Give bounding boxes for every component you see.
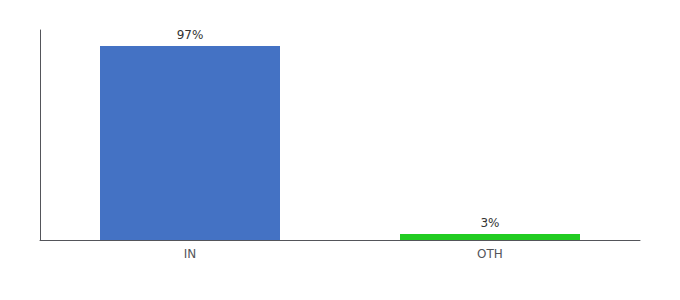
svg-text:IN: IN [184,247,197,261]
svg-text:97%: 97% [177,28,204,42]
svg-text:3%: 3% [480,216,499,230]
svg-text:OTH: OTH [477,247,503,261]
